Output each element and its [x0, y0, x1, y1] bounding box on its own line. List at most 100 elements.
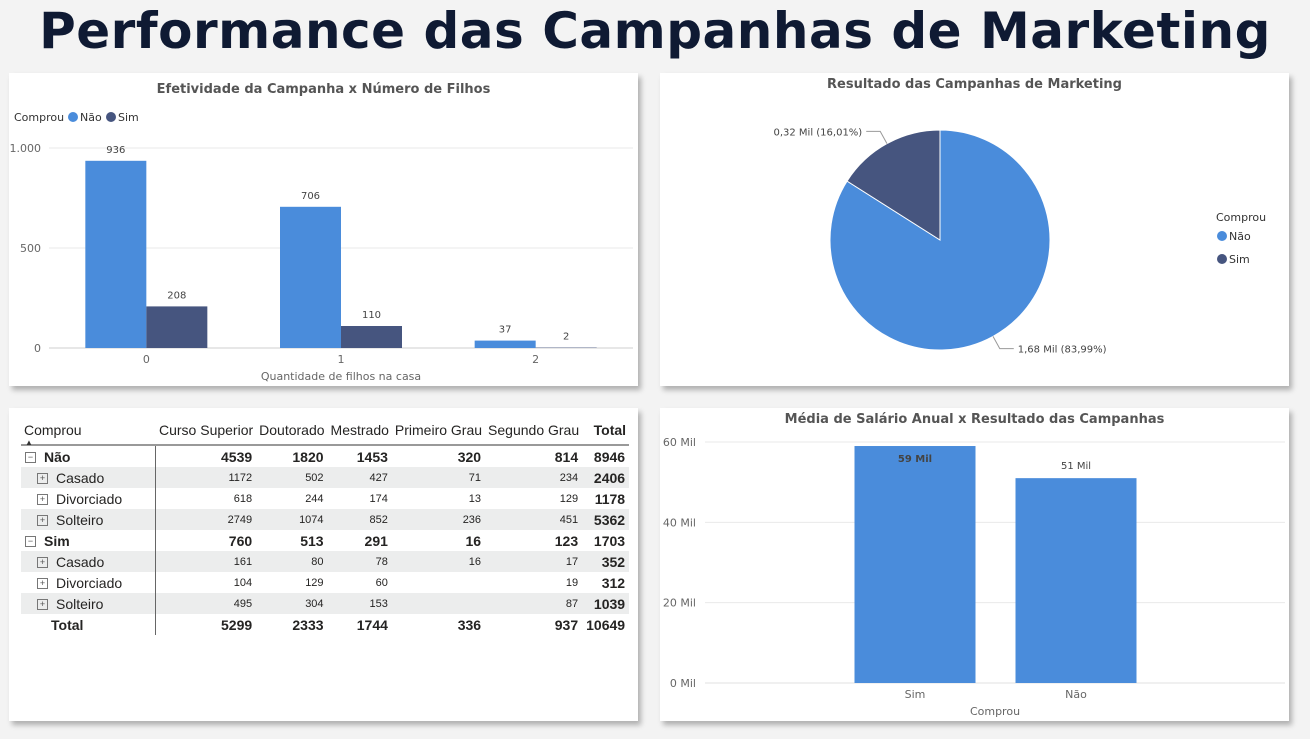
- legend-marker: [106, 112, 116, 122]
- table-cell: 5362: [582, 509, 630, 530]
- y-tick-label: 0: [34, 342, 41, 355]
- total-row: Total 5299 2333 1744 336 937 10649: [21, 614, 629, 635]
- table-cell: [392, 572, 485, 593]
- data-label: 51 Mil: [1061, 461, 1091, 472]
- table-cell: 304: [256, 593, 328, 614]
- table-cell: 19: [565, 576, 579, 589]
- legend-label: Sim: [1229, 253, 1250, 266]
- legend-label: Não: [80, 111, 102, 124]
- table-cell: 104: [233, 576, 253, 589]
- collapse-icon[interactable]: −: [25, 452, 36, 464]
- x-tick-label: 1: [338, 353, 345, 366]
- table-cell: 427: [327, 467, 392, 488]
- y-tick-label: 20 Mil: [663, 597, 696, 610]
- x-tick-label: Sim: [905, 688, 926, 701]
- x-tick-label: Não: [1065, 688, 1087, 701]
- leader-line: [992, 336, 1014, 350]
- children-effectiveness-chart: Comprou Não Sim 0 500 1.000 936 208 0 706 110 1 37 2 2…: [10, 111, 633, 383]
- bar: [85, 160, 147, 348]
- table-cell: 1703: [593, 532, 626, 549]
- table-cell: 71: [391, 467, 486, 488]
- table-cell: 129: [559, 492, 579, 505]
- legend-title: Comprou: [1216, 211, 1266, 224]
- row-label: + Solteiro: [21, 509, 156, 530]
- table-cell: 8946: [593, 448, 626, 465]
- data-label: 0,32 Mil (16,01%): [773, 127, 862, 138]
- table-cell: 244: [305, 492, 324, 505]
- column-header[interactable]: Curso Superior: [155, 416, 257, 446]
- collapse-icon[interactable]: −: [25, 536, 36, 548]
- table-cell: 236: [391, 509, 486, 530]
- table-cell: 16: [391, 551, 486, 572]
- data-label: 59 Mil: [898, 454, 932, 465]
- salary-card[interactable]: Média de Salário Anual x Resultado das C…: [660, 408, 1289, 721]
- expand-icon[interactable]: +: [37, 599, 48, 611]
- table-cell: 1178: [594, 490, 626, 507]
- sort-arrow-icon[interactable]: ▲: [25, 438, 33, 447]
- bar: [474, 340, 536, 348]
- page-title: Performance das Campanhas de Marketing: [39, 2, 1271, 60]
- row-label: + Solteiro: [21, 593, 156, 614]
- expand-icon[interactable]: +: [37, 515, 48, 527]
- leader-line: [866, 130, 888, 144]
- data-label: 208: [167, 290, 186, 301]
- campaign-result-card[interactable]: Resultado das Campanhas de Marketing 1,6…: [660, 73, 1289, 386]
- group-row: − Sim 760 513 291 16 123 1703: [21, 530, 629, 551]
- data-label: 936: [106, 145, 125, 156]
- table-cell: 1744: [356, 616, 388, 633]
- children-effectiveness-card[interactable]: Efetividade da Campanha x Número de Filh…: [9, 73, 638, 386]
- row-label: − Sim: [21, 530, 156, 551]
- bar: [146, 306, 208, 348]
- row-label: − Não: [21, 445, 156, 467]
- x-tick-label: 2: [532, 353, 539, 366]
- table-cell: 495: [155, 593, 257, 614]
- campaign-result-pie: 1,68 Mil (83,99%) 0,32 Mil (16,01%) Compro…: [773, 127, 1266, 356]
- data-label: 110: [362, 310, 381, 321]
- y-tick-label: 0 Mil: [670, 677, 696, 690]
- expand-icon[interactable]: +: [37, 494, 48, 506]
- table-cell: 451: [485, 509, 583, 530]
- row-label: + Divorciado: [21, 488, 156, 509]
- table-row: + Casado 1172 502 427 71 234 2406: [21, 467, 630, 488]
- column-header[interactable]: Doutorado: [256, 416, 328, 446]
- table-cell: 2406: [582, 467, 630, 488]
- table-cell: 153: [327, 593, 392, 614]
- y-tick-label: 40 Mil: [663, 516, 696, 529]
- column-header[interactable]: Total: [582, 416, 630, 446]
- column-header[interactable]: Segundo Grau: [485, 416, 583, 446]
- table-cell: 129: [305, 576, 324, 589]
- legend-marker: [68, 112, 78, 122]
- expand-icon[interactable]: +: [37, 578, 48, 590]
- table-row: + Casado 161 80 78 16 17 352: [21, 551, 630, 572]
- row-label: + Divorciado: [21, 572, 156, 593]
- matrix-table: Comprou ▲ Curso Superior Doutorado Mestrado P…: [21, 416, 630, 635]
- table-cell: 161: [155, 551, 257, 572]
- data-label: 2: [563, 332, 569, 343]
- matrix-card[interactable]: Comprou ▲ Curso Superior Doutorado Mestrado P…: [9, 408, 638, 721]
- table-cell: 502: [256, 467, 328, 488]
- table-cell: 1453: [356, 448, 388, 465]
- y-tick-label: 1.000: [10, 142, 42, 155]
- table-cell: 174: [369, 492, 388, 505]
- table-row: + Solteiro 2749 1074 852 236 451 5362: [21, 509, 630, 530]
- legend-title: Comprou: [14, 111, 64, 124]
- corner-header[interactable]: Comprou ▲: [21, 416, 156, 447]
- expand-icon[interactable]: +: [37, 473, 48, 485]
- row-label: Total: [21, 614, 156, 635]
- chart-title: Resultado das Campanhas de Marketing: [827, 77, 1122, 92]
- data-label: 1,68 Mil (83,99%): [1018, 345, 1107, 356]
- table-cell: 87: [485, 593, 583, 614]
- table-cell: 352: [582, 551, 630, 572]
- table-cell: 1074: [256, 509, 328, 530]
- column-header[interactable]: Mestrado: [327, 416, 392, 446]
- bar: [854, 446, 976, 683]
- table-cell: 513: [300, 532, 324, 549]
- x-axis-title: Comprou: [970, 705, 1020, 718]
- y-tick-label: 60 Mil: [663, 436, 696, 449]
- table-cell: 123: [554, 532, 579, 549]
- x-axis-title: Quantidade de filhos na casa: [261, 370, 421, 383]
- table-cell: 10649: [586, 616, 626, 633]
- column-header[interactable]: Primeiro Grau: [391, 416, 486, 446]
- bar: [341, 326, 402, 348]
- expand-icon[interactable]: +: [37, 557, 48, 569]
